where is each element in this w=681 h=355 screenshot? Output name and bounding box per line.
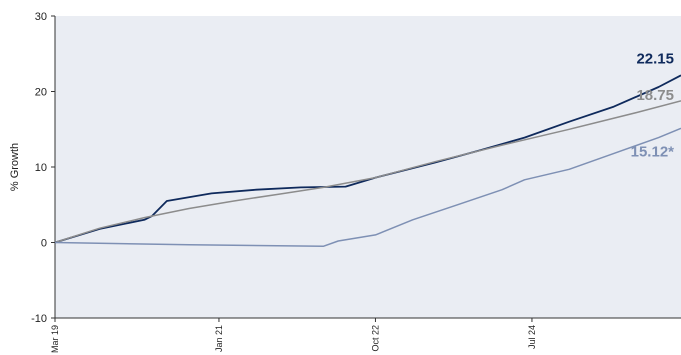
end-labels: 22.15 18.75 15.12* <box>631 50 675 160</box>
series-end-label-1: 22.15 <box>636 50 674 67</box>
y-tick-label: 10 <box>35 162 47 174</box>
series-line-3 <box>54 127 681 248</box>
x-tick-label: Jan 21 <box>214 325 224 352</box>
y-axis: -10 0 10 20 30 <box>31 11 56 325</box>
series-end-label-2: 18.75 <box>636 87 674 104</box>
y-tick-label: 30 <box>35 11 47 23</box>
series-line-2 <box>54 100 681 244</box>
series-end-label-3: 15.12* <box>631 143 675 160</box>
plot-background <box>55 16 681 318</box>
y-tick-label: 20 <box>35 87 47 99</box>
x-tick-label: Oct 22 <box>370 325 380 352</box>
y-axis-label: % Growth <box>9 143 21 191</box>
series-lines <box>54 74 681 248</box>
y-tick-label: 0 <box>41 238 47 250</box>
y-tick-label: -10 <box>31 313 47 325</box>
x-tick-label: Mar 19 <box>50 325 60 353</box>
x-tick-label: Jul 24 <box>527 325 537 349</box>
